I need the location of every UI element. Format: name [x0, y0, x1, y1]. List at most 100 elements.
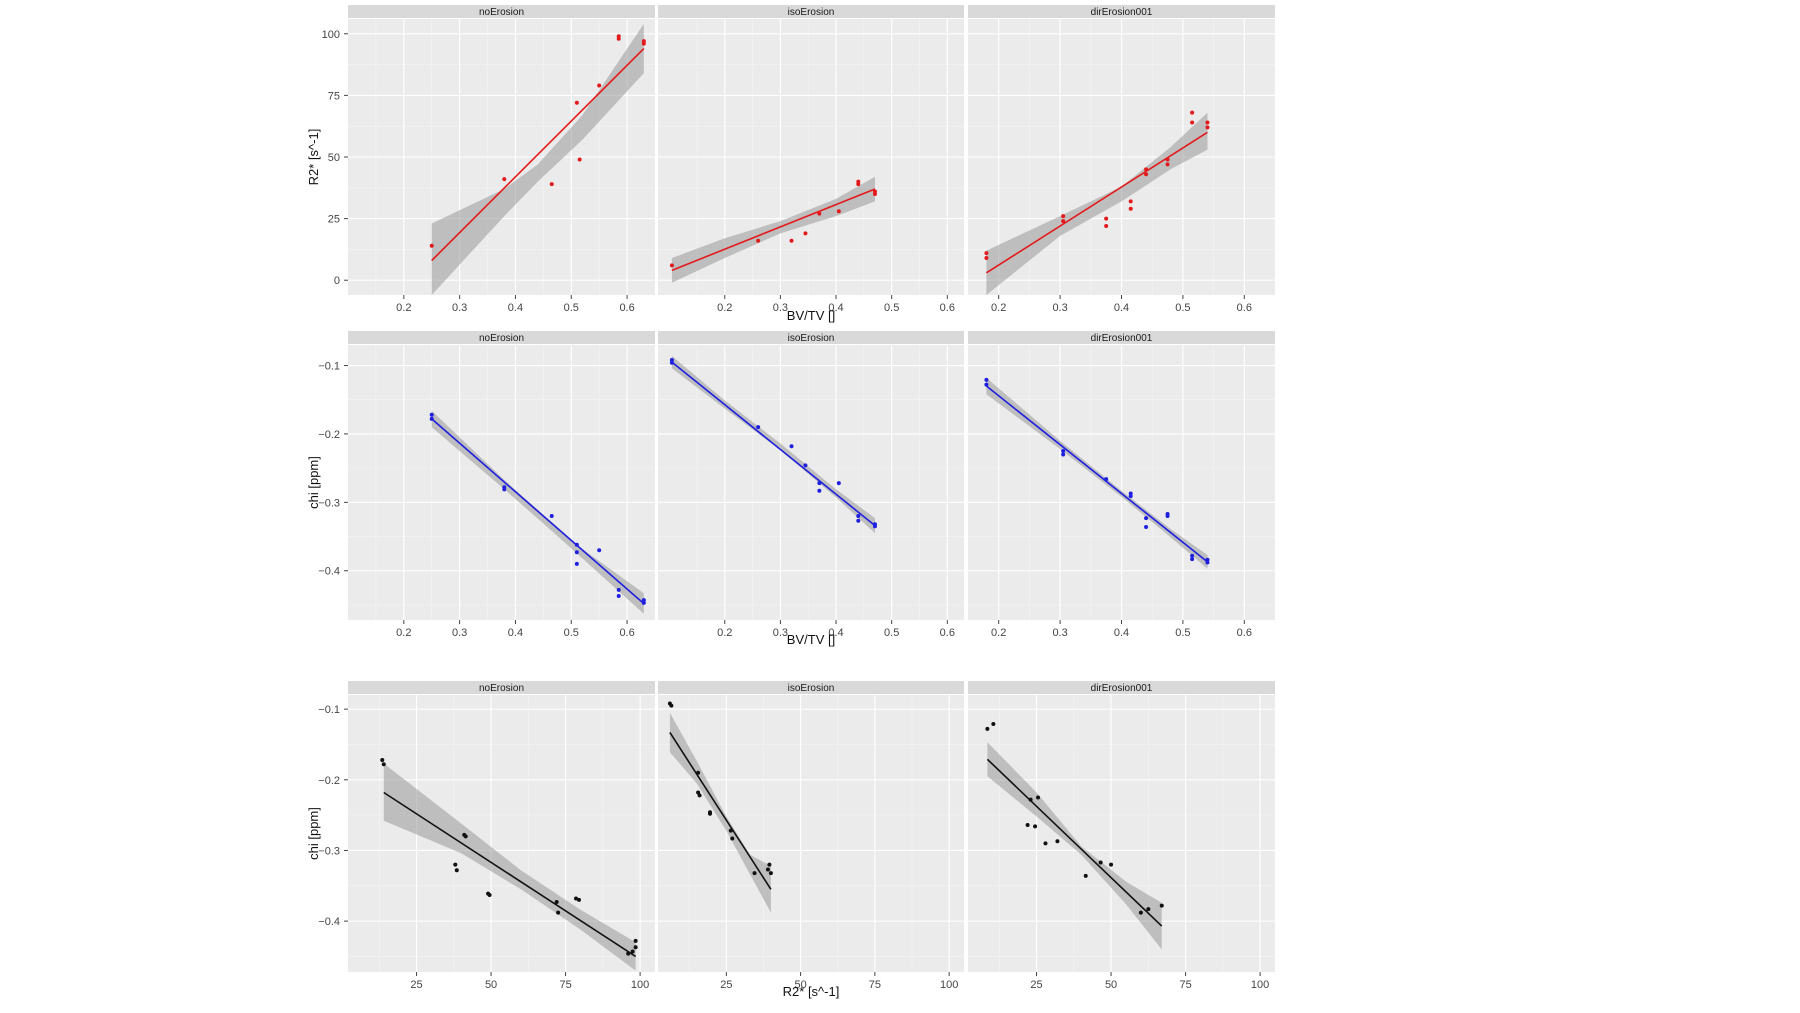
y-tick-label: 25: [328, 214, 340, 226]
data-point: [574, 100, 579, 105]
x-tick-label: 0.6: [619, 302, 634, 314]
data-point: [502, 487, 507, 492]
x-tick-label: 0.3: [1052, 627, 1067, 639]
fit-line: [669, 732, 772, 890]
data-point: [789, 444, 794, 449]
x-tick-label: 0.2: [991, 302, 1006, 314]
x-tick-label: 0.3: [452, 302, 467, 314]
data-point: [556, 910, 561, 915]
data-point: [454, 868, 459, 873]
facet-title: dirErosion001: [1091, 333, 1153, 344]
data-point: [1205, 557, 1210, 562]
confidence-band: [987, 742, 1162, 950]
x-tick-label: 50: [1105, 979, 1117, 991]
data-point: [1128, 206, 1133, 211]
data-point: [984, 377, 989, 382]
data-point: [856, 514, 861, 519]
data-point: [453, 862, 458, 867]
fit-line: [431, 418, 645, 605]
x-tick-label: 0.5: [1175, 302, 1190, 314]
fit-line: [985, 131, 1208, 274]
chart-row-2: chi [ppm] −0.1 −0.2 −0.3 −0.4 noErosion 0.2 0.3…: [306, 331, 1275, 647]
data-point: [697, 793, 702, 798]
facet-strip: [968, 331, 1275, 344]
data-point: [1061, 449, 1066, 454]
facet-strip: [658, 681, 964, 694]
facet-dirErosion001: dirErosion001 0.2 0.3 0.4 0.5 0.6: [968, 5, 1275, 314]
data-point: [1104, 477, 1109, 482]
data-point: [1098, 860, 1103, 865]
data-point: [803, 231, 808, 236]
x-tick-label: 75: [1179, 979, 1191, 991]
data-point: [1190, 110, 1195, 115]
data-point: [1061, 219, 1066, 224]
x-tick-label: 0.4: [1114, 302, 1129, 314]
data-point: [1036, 795, 1041, 800]
data-point: [1033, 824, 1038, 829]
x-tick-label: 100: [1251, 979, 1269, 991]
data-point: [756, 238, 761, 243]
facet-title: isoErosion: [788, 683, 835, 694]
data-point: [789, 238, 794, 243]
data-point: [381, 762, 386, 767]
facet-strip: [348, 331, 655, 344]
fit-line: [986, 758, 1163, 927]
x-tick-label: 0.2: [717, 627, 732, 639]
data-point: [765, 867, 770, 872]
data-point: [1165, 162, 1170, 167]
x-tick-label: 50: [485, 979, 497, 991]
y-axis-title: chi [ppm]: [306, 807, 321, 860]
data-point: [1043, 841, 1048, 846]
facet-title: noErosion: [479, 683, 524, 694]
plot-panel: [968, 695, 1275, 972]
x-tick-label: 0.5: [564, 302, 579, 314]
data-point: [1190, 553, 1195, 558]
x-tick-label: 0.2: [396, 627, 411, 639]
x-tick-label: 0.6: [1237, 302, 1252, 314]
x-tick-label: 0.3: [452, 627, 467, 639]
data-point: [380, 758, 385, 763]
data-point: [463, 834, 468, 839]
data-point: [577, 157, 582, 162]
fit-line: [431, 48, 645, 262]
x-tick-label: 0.5: [564, 627, 579, 639]
data-point: [768, 871, 773, 876]
y-tick-label: −0.2: [318, 775, 340, 787]
x-tick-label: 50: [794, 979, 806, 991]
data-point: [984, 382, 989, 387]
data-point: [1190, 120, 1195, 125]
facet-strip: [968, 5, 1275, 18]
data-point: [576, 897, 581, 902]
x-tick-label: 0.4: [508, 627, 523, 639]
data-point: [1128, 491, 1133, 496]
data-point: [626, 951, 631, 956]
x-tick-label: 0.4: [828, 302, 843, 314]
x-tick-label: 0.4: [508, 302, 523, 314]
chart-row-3: chi [ppm] −0.1 −0.2 −0.3 −0.4 noErosion 25 50 75…: [306, 681, 1275, 999]
data-point: [669, 703, 674, 708]
x-tick-label: 0.5: [1175, 627, 1190, 639]
data-point: [1028, 797, 1033, 802]
y-tick-label: −0.3: [318, 497, 340, 509]
data-point: [616, 34, 621, 39]
data-point: [856, 182, 861, 187]
data-point: [616, 594, 621, 599]
data-point: [756, 425, 761, 430]
data-point: [669, 360, 674, 365]
facet-strip: [348, 681, 655, 694]
y-tick-label: −0.3: [318, 845, 340, 857]
data-point: [984, 251, 989, 256]
data-point: [1104, 216, 1109, 221]
x-axis-title: BV/TV []: [787, 632, 835, 647]
data-point: [669, 263, 674, 268]
data-point: [1138, 910, 1143, 915]
y-tick-label: −0.1: [318, 704, 340, 716]
data-point: [1061, 214, 1066, 219]
data-point: [641, 598, 646, 603]
data-point: [752, 871, 757, 876]
x-tick-label: 0.6: [940, 302, 955, 314]
data-point: [1055, 839, 1060, 844]
x-tick-label: 0.6: [619, 627, 634, 639]
data-point: [549, 514, 554, 519]
